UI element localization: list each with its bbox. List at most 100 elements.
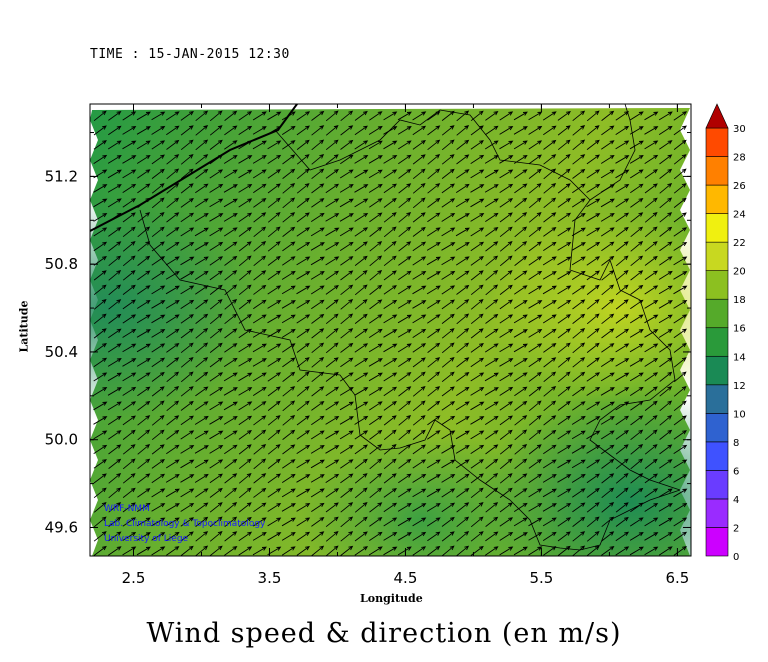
wind-arrow [586,270,600,281]
wind-arrow [615,313,629,324]
wind-arrow [296,125,310,136]
wind-arrow [673,314,688,324]
wind-arrow [644,546,659,556]
wind-arrow [514,473,528,484]
wind-arrow [470,401,485,411]
wind-arrow [93,444,108,454]
wind-arrow [137,183,151,194]
wind-arrow [557,342,571,354]
wind-arrow [572,502,586,513]
wind-arrow [151,517,166,527]
wind-arrow [629,111,644,121]
wind-arrow [151,111,166,121]
wind-arrow [296,197,310,208]
wind-arrow [615,387,630,396]
wind-arrow [615,169,630,179]
wind-arrow [165,300,180,309]
wind-arrow [224,502,238,513]
wind-arrow [383,329,398,338]
colorbar-segment [705,470,729,500]
wind-arrow [528,111,543,121]
wind-arrow [180,328,194,339]
wind-arrow [369,429,383,440]
wind-arrow [325,213,340,222]
wind-arrow [586,169,601,179]
wind-arrow [311,386,325,397]
wind-arrow [238,429,252,440]
wind-arrow [282,429,296,440]
wind-arrow [122,155,137,164]
wind-arrow [412,400,426,412]
wind-arrow [455,430,470,440]
wind-arrow [311,139,325,151]
wind-arrow [166,139,180,150]
wind-arrow [122,212,136,223]
wind-arrow [122,372,137,382]
wind-arrow [441,242,456,251]
wind-arrow [441,502,456,513]
wind-arrow [223,416,238,425]
border-line [139,209,681,551]
wind-arrow [397,314,412,324]
wind-arrow [586,357,600,368]
wind-arrow [441,212,456,222]
wind-arrow [267,386,281,397]
wind-arrow [571,459,586,469]
wind-arrow [107,387,122,396]
wind-arrow [325,139,339,151]
wind-arrow [499,358,514,367]
wind-arrow [659,400,673,412]
wind-arrow [600,416,615,425]
wind-arrow [528,270,543,280]
wind-arrow [253,458,267,470]
wind-arrow [557,386,571,397]
wind-arrow [658,517,673,527]
wind-arrow [470,313,484,325]
wind-arrow [441,328,455,339]
wind-arrow [456,342,470,354]
wind-arrow [383,532,398,541]
wind-arrow [572,357,586,368]
wind-arrow [137,473,151,484]
wind-arrow [281,125,296,135]
wind-arrow [339,241,354,251]
wind-arrow [194,445,209,454]
wind-arrow [470,198,485,208]
wind-arrow [383,458,397,470]
colorbar-segment [705,384,729,414]
wind-arrow [397,111,412,121]
wind-arrow [659,415,673,426]
wind-arrow [383,270,397,281]
wind-arrow [673,415,687,426]
wind-arrow [441,371,455,383]
wind-arrow [514,270,528,281]
wind-arrow [658,300,673,309]
wind-arrow [383,314,398,324]
wind-arrow [427,415,441,426]
wind-arrow [122,255,136,267]
colorbar-label: 14 [733,352,746,363]
wind-arrow [586,545,600,556]
wind-arrow [398,168,412,179]
wind-arrow [557,445,572,454]
wind-arrow [426,517,441,527]
wind-arrow [325,416,340,425]
wind-arrow [383,299,398,309]
wind-arrow [180,430,195,440]
wind-arrow [267,183,281,194]
wind-arrow [311,545,325,556]
wind-arrow [601,487,615,499]
wind-arrow [122,226,136,238]
wind-arrow [122,386,137,396]
wind-arrow [542,256,557,266]
wind-arrow [209,169,224,179]
wind-arrow [397,488,412,498]
wind-arrow [253,415,267,426]
wind-arrow [485,531,499,542]
wind-arrow [93,213,108,222]
wind-arrow [528,415,542,426]
wind-arrow [427,531,441,542]
wind-arrow [600,227,615,237]
wind-arrow [253,212,267,223]
wind-arrow [209,531,223,542]
